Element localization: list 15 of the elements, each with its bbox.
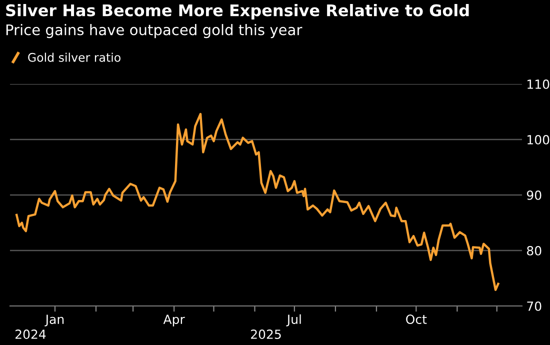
text: 2024 bbox=[15, 330, 46, 339]
x-tick-label: Jan bbox=[44, 314, 64, 326]
legend-label: Gold silver ratio bbox=[28, 52, 120, 62]
x-tick-label: Jul bbox=[286, 314, 301, 326]
y-tick-label: 90 bbox=[526, 190, 542, 200]
y-tick-label: 110 bbox=[528, 79, 550, 89]
x-tick-label: Oct bbox=[406, 314, 427, 324]
line-series bbox=[16, 112, 500, 292]
text: 2025 bbox=[251, 330, 281, 339]
chart-subtitle: Price gains have outpaced gold this year bbox=[6, 24, 302, 38]
y-tick-label: 80 bbox=[527, 246, 542, 256]
y-tick-label: 100 bbox=[528, 134, 550, 144]
x-tick-label: Apr bbox=[163, 314, 185, 326]
chart-title: Silver Has Become More Expensive Relative to Gold bbox=[6, 4, 469, 20]
y-tick-label: 70 bbox=[527, 301, 542, 311]
